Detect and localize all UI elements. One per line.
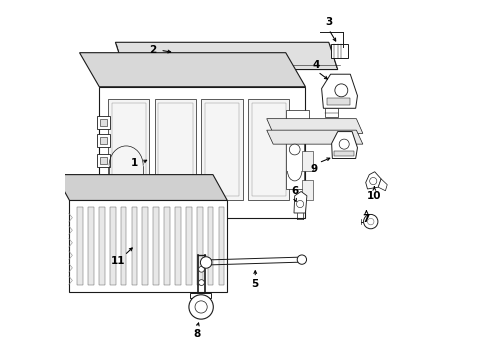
Polygon shape bbox=[185, 207, 191, 285]
Circle shape bbox=[339, 139, 348, 149]
Polygon shape bbox=[109, 207, 115, 285]
Circle shape bbox=[198, 280, 204, 285]
Polygon shape bbox=[330, 44, 347, 58]
Polygon shape bbox=[99, 207, 104, 285]
Polygon shape bbox=[55, 175, 227, 201]
Circle shape bbox=[289, 144, 300, 155]
Polygon shape bbox=[97, 154, 110, 167]
Circle shape bbox=[200, 257, 211, 268]
Polygon shape bbox=[100, 119, 107, 126]
Polygon shape bbox=[247, 99, 289, 200]
Text: 11: 11 bbox=[111, 256, 125, 266]
Polygon shape bbox=[112, 103, 145, 196]
Circle shape bbox=[296, 201, 303, 208]
Polygon shape bbox=[158, 103, 192, 196]
Polygon shape bbox=[201, 99, 242, 200]
Text: 1: 1 bbox=[130, 158, 138, 168]
Polygon shape bbox=[325, 108, 337, 117]
Polygon shape bbox=[196, 207, 202, 285]
Polygon shape bbox=[69, 201, 227, 292]
Polygon shape bbox=[378, 179, 386, 191]
Text: 4: 4 bbox=[312, 60, 319, 70]
Text: 6: 6 bbox=[290, 186, 298, 197]
Polygon shape bbox=[293, 192, 306, 213]
Circle shape bbox=[188, 295, 213, 319]
Text: 9: 9 bbox=[310, 164, 317, 174]
Circle shape bbox=[369, 177, 376, 185]
Polygon shape bbox=[99, 87, 305, 218]
Circle shape bbox=[198, 266, 204, 272]
Polygon shape bbox=[301, 151, 312, 171]
Text: 8: 8 bbox=[193, 329, 201, 339]
Polygon shape bbox=[251, 103, 285, 196]
Polygon shape bbox=[204, 103, 239, 196]
Polygon shape bbox=[331, 132, 357, 158]
Polygon shape bbox=[97, 116, 110, 129]
Text: 3: 3 bbox=[325, 17, 332, 27]
Polygon shape bbox=[175, 207, 181, 285]
Circle shape bbox=[367, 219, 373, 225]
Polygon shape bbox=[218, 207, 224, 285]
Polygon shape bbox=[266, 130, 362, 144]
Text: 10: 10 bbox=[366, 191, 381, 201]
Polygon shape bbox=[77, 207, 83, 285]
Polygon shape bbox=[88, 207, 94, 285]
Polygon shape bbox=[285, 110, 308, 189]
Polygon shape bbox=[189, 293, 211, 298]
Text: 7: 7 bbox=[362, 215, 369, 224]
Polygon shape bbox=[301, 123, 312, 142]
Polygon shape bbox=[115, 42, 337, 69]
Polygon shape bbox=[80, 53, 305, 87]
Circle shape bbox=[297, 255, 306, 264]
Polygon shape bbox=[108, 99, 149, 200]
Circle shape bbox=[334, 84, 347, 97]
Polygon shape bbox=[100, 137, 107, 144]
Text: 2: 2 bbox=[149, 45, 156, 55]
Polygon shape bbox=[100, 157, 107, 164]
Polygon shape bbox=[153, 207, 159, 285]
Polygon shape bbox=[121, 207, 126, 285]
Polygon shape bbox=[365, 172, 380, 189]
Polygon shape bbox=[97, 134, 110, 147]
Polygon shape bbox=[301, 180, 312, 200]
Polygon shape bbox=[155, 99, 196, 200]
Polygon shape bbox=[142, 207, 148, 285]
Text: 5: 5 bbox=[251, 279, 258, 289]
Polygon shape bbox=[266, 119, 362, 134]
Circle shape bbox=[363, 215, 377, 229]
Circle shape bbox=[195, 301, 207, 313]
Polygon shape bbox=[321, 74, 357, 108]
Polygon shape bbox=[164, 207, 170, 285]
Polygon shape bbox=[207, 207, 213, 285]
Polygon shape bbox=[326, 98, 349, 105]
Polygon shape bbox=[131, 207, 137, 285]
Polygon shape bbox=[333, 150, 353, 156]
